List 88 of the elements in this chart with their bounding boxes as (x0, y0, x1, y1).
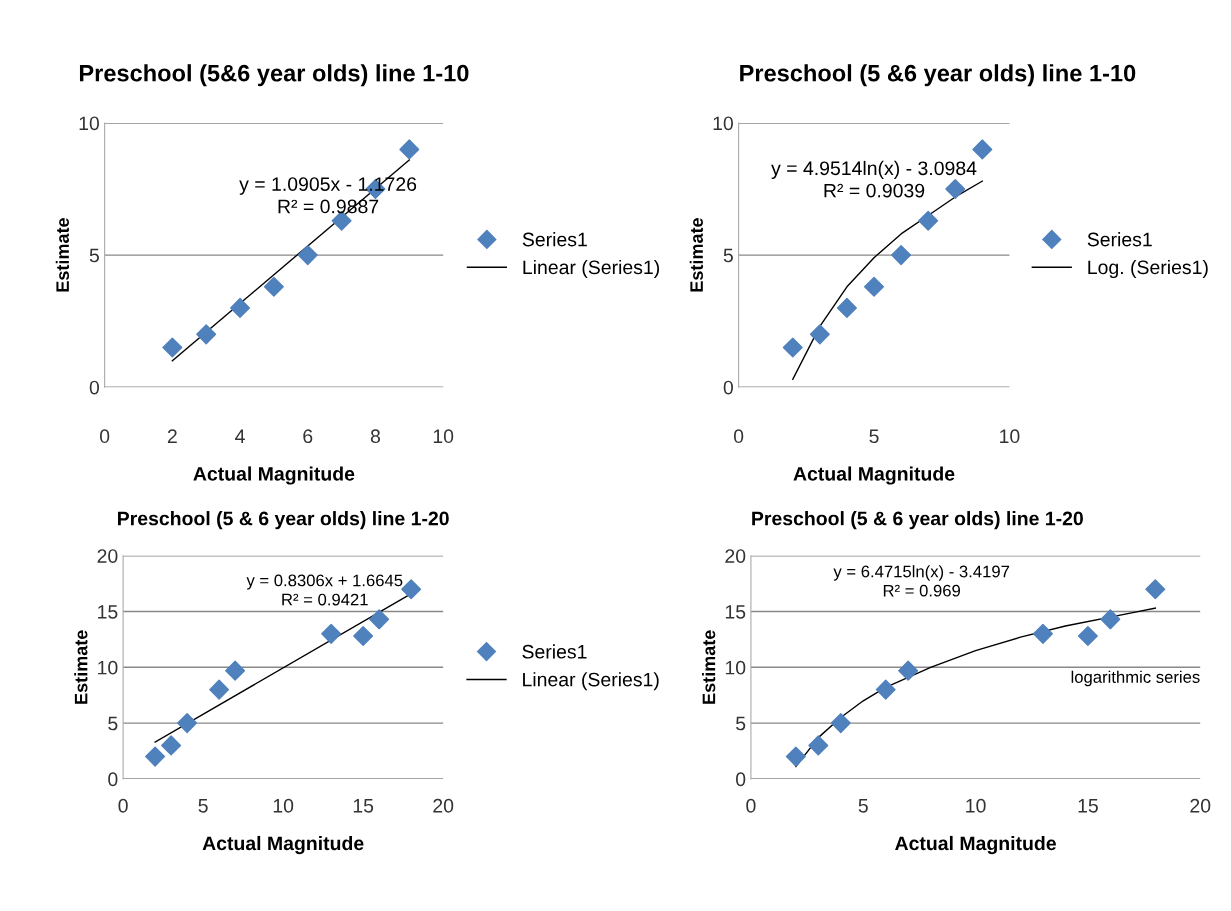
y-tick-label: 5 (108, 716, 118, 731)
point (891, 245, 912, 266)
point (230, 297, 251, 318)
legend-label: Linear (Series1) (523, 259, 659, 279)
chart-title: Preschool (5 & 6 year olds) line 1-20 (118, 511, 449, 530)
x-tick-label: 15 (353, 799, 374, 813)
chart-title: Preschool (5 &6 year olds) line 1-10 (740, 64, 1136, 87)
legend-label: Series1 (1087, 232, 1152, 247)
point (898, 660, 919, 681)
point (830, 713, 851, 734)
point (945, 179, 966, 200)
legend-label: Series1 (522, 644, 587, 659)
point (263, 276, 284, 297)
x-tick-label: 2 (167, 429, 177, 443)
y-axis-title: Estimate (689, 218, 703, 292)
point (875, 679, 896, 700)
chart-title: Preschool (5 & 6 year olds) line 1-20 (752, 511, 1083, 530)
x-axis-title: Actual Magnitude (202, 835, 364, 855)
y-tick-label: 10 (98, 660, 118, 675)
x-tick-label: 5 (869, 429, 879, 444)
point (1032, 623, 1053, 644)
point (918, 210, 939, 231)
x-tick-label: 10 (1000, 429, 1020, 444)
point (321, 623, 342, 644)
y-tick-label: 15 (725, 605, 746, 619)
y-tick-label: 20 (725, 549, 746, 563)
point (369, 609, 390, 630)
x-tick-label: 5 (858, 799, 868, 813)
point (177, 713, 198, 734)
y-tick-label: 10 (79, 116, 100, 131)
x-axis-title: Actual Magnitude (193, 466, 355, 485)
point (401, 579, 422, 600)
point (297, 245, 318, 266)
annotation: y = 4.9514ln(x) - 3.0984 R² = 0.9039 (771, 160, 977, 198)
x-tick-label: 10 (966, 798, 986, 813)
point (785, 746, 806, 767)
x-tick-label: 10 (273, 798, 294, 813)
x-tick-label: 10 (433, 429, 454, 444)
point (145, 746, 166, 767)
y-axis-title: Estimate (74, 630, 88, 704)
point (972, 139, 993, 160)
y-tick-label: 0 (108, 772, 118, 787)
y-tick-label: 10 (713, 116, 733, 131)
point (782, 337, 803, 358)
x-tick-label: 0 (746, 798, 756, 813)
point (161, 735, 182, 756)
y-tick-label: 5 (736, 716, 746, 731)
x-tick-label: 5 (198, 799, 208, 813)
legend-label: Log. (Series1) (1088, 259, 1208, 279)
y-tick-label: 20 (97, 549, 118, 563)
point (863, 276, 885, 297)
x-tick-label: 8 (370, 429, 381, 444)
point (836, 297, 857, 318)
annotation: y = 0.8306x + 1.6645 R² = 0.9421 (246, 574, 403, 606)
point (209, 679, 230, 700)
y-axis-title: Estimate (55, 218, 70, 292)
point (1145, 579, 1166, 600)
legend-label: Linear (Series1) (523, 672, 659, 691)
annotation: logarithmic series (1071, 670, 1200, 687)
point (162, 337, 183, 358)
legend-label: Series1 (522, 232, 587, 247)
x-axis-title: Actual Magnitude (793, 466, 955, 485)
chart-title: Preschool (5&6 year olds) line 1-10 (79, 64, 469, 87)
y-tick-label: 10 (725, 660, 746, 675)
point (1100, 609, 1121, 630)
y-tick-label: 15 (98, 605, 118, 619)
x-axis-title: Actual Magnitude (895, 835, 1056, 855)
x-tick-label: 4 (235, 429, 245, 443)
y-tick-label: 5 (89, 248, 99, 263)
x-tick-label: 20 (433, 798, 454, 813)
y-tick-label: 0 (736, 772, 746, 787)
y-tick-label: 0 (89, 380, 100, 395)
x-tick-label: 6 (303, 429, 313, 444)
y-tick-label: 5 (723, 248, 733, 263)
x-tick-label: 0 (118, 798, 128, 813)
annotation: y = 6.4715ln(x) - 3.4197 R² = 0.969 (833, 565, 1010, 597)
point (808, 735, 829, 756)
point (399, 139, 420, 160)
point (1077, 626, 1098, 647)
point (353, 626, 374, 647)
y-tick-label: 0 (723, 380, 733, 395)
x-tick-label: 15 (1078, 799, 1098, 813)
point (196, 324, 217, 345)
y-axis-title: Estimate (702, 630, 716, 704)
x-tick-label: 20 (1190, 798, 1211, 813)
point (809, 324, 830, 345)
point (225, 660, 246, 681)
line-series (792, 180, 984, 380)
